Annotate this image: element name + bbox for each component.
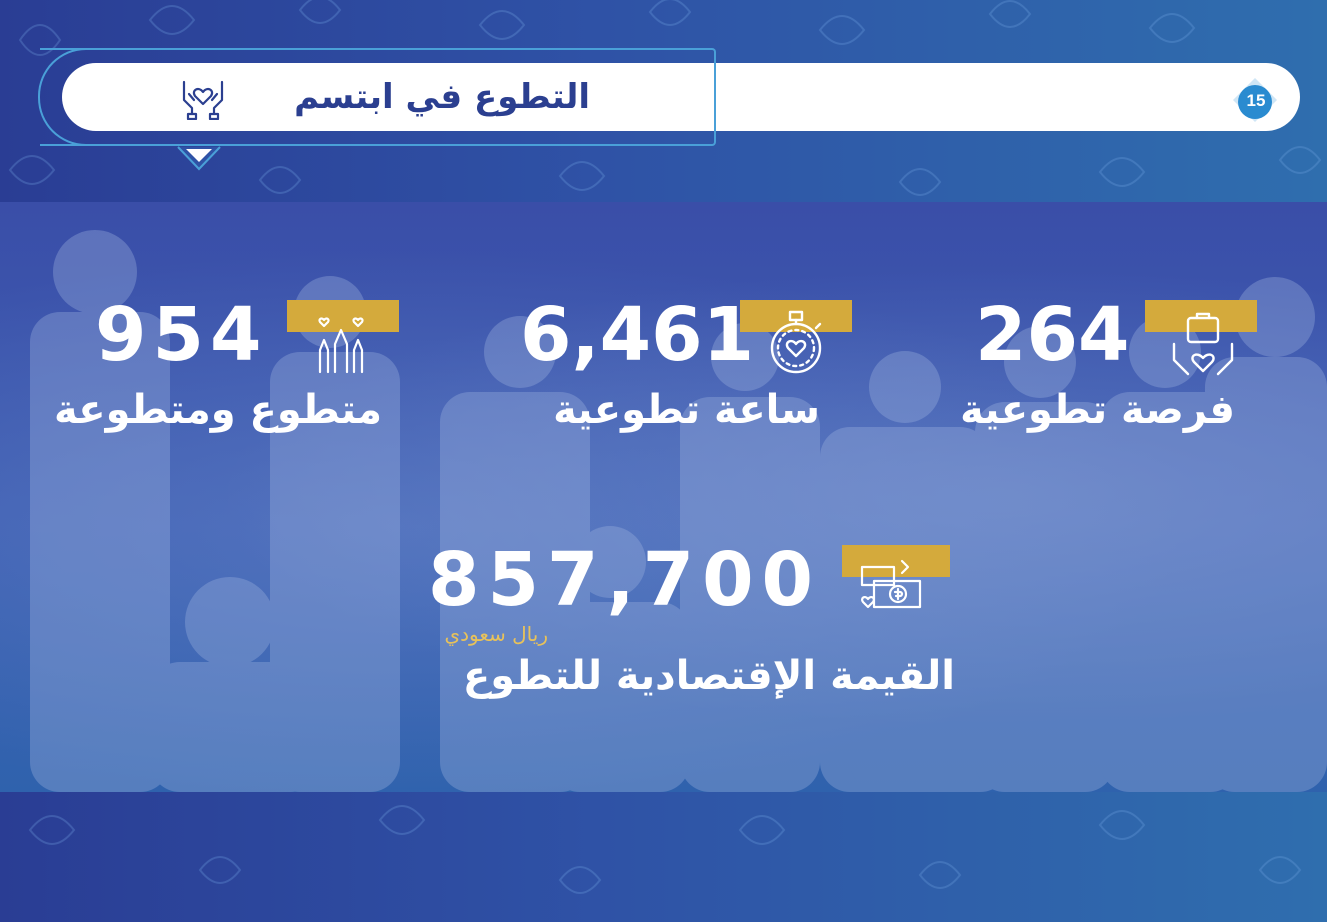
money-heart-icon — [860, 559, 922, 609]
gold-tab — [740, 300, 852, 332]
economic-value: 857,700 — [428, 537, 822, 623]
stopwatch-heart-icon — [770, 310, 822, 374]
raised-hands-hearts-icon — [318, 317, 364, 374]
stat-value-volunteers: 954 — [95, 292, 268, 378]
stat-value-hours: 6,461 — [520, 292, 755, 378]
stat-label-hours: ساعة تطوعية — [553, 387, 820, 433]
gold-tab — [842, 545, 950, 577]
page-number-badge — [1233, 78, 1277, 122]
team-photo-band — [0, 202, 1327, 792]
page-title: التطوع في ابتسم — [294, 77, 590, 117]
gold-tab — [287, 300, 399, 332]
header-frame — [40, 48, 716, 146]
economic-value-label: القيمة الإقتصادية للتطوع — [462, 653, 955, 699]
stat-label-opportunities: فرصة تطوعية — [960, 387, 1235, 433]
page-number: 15 — [1246, 91, 1266, 110]
hands-heart-icon — [182, 80, 224, 120]
stat-value-opportunities: 264 — [975, 292, 1130, 378]
currency-label: ريال سعودي — [444, 622, 548, 646]
hand-heart-briefcase-icon — [1172, 312, 1234, 376]
header-pointer-icon — [177, 146, 221, 171]
team-photo — [30, 230, 1327, 792]
gold-tab — [1145, 300, 1257, 332]
stat-label-volunteers: متطوع ومتطوعة — [54, 387, 382, 433]
